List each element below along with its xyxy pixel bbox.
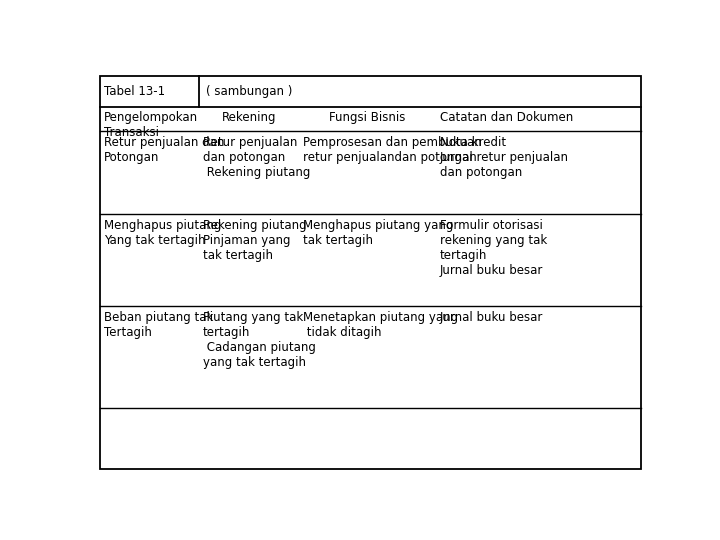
- Text: Pemprosesan dan pembukuan
retur penjualandan potongan: Pemprosesan dan pembukuan retur penjuala…: [303, 136, 482, 164]
- Text: Fungsi Bisnis: Fungsi Bisnis: [330, 111, 406, 124]
- Text: Menghapus piutang
Yang tak tertagih: Menghapus piutang Yang tak tertagih: [104, 219, 221, 247]
- Text: Rekening piutang
Pinjaman yang
tak tertagih: Rekening piutang Pinjaman yang tak terta…: [203, 219, 306, 262]
- Text: Piutang yang tak
tertagih
 Cadangan piutang
yang tak tertagih: Piutang yang tak tertagih Cadangan piuta…: [203, 311, 315, 369]
- Text: Menetapkan piutang yang
 tidak ditagih: Menetapkan piutang yang tidak ditagih: [303, 311, 459, 339]
- Text: ( sambungan ): ( sambungan ): [205, 85, 292, 98]
- Text: Rekening: Rekening: [222, 111, 276, 124]
- Text: Retur penjualan dan
Potongan: Retur penjualan dan Potongan: [104, 136, 225, 164]
- Text: Formulir otorisasi
rekening yang tak
tertagih
Jurnal buku besar: Formulir otorisasi rekening yang tak ter…: [440, 219, 547, 278]
- Text: Pengelompokan
Transaksi: Pengelompokan Transaksi: [104, 111, 198, 139]
- Text: Menghapus piutang yang
tak tertagih: Menghapus piutang yang tak tertagih: [303, 219, 454, 247]
- Text: Retur penjualan
dan potongan
 Rekening piutang: Retur penjualan dan potongan Rekening pi…: [203, 136, 310, 179]
- Text: Beban piutang tak
Tertagih: Beban piutang tak Tertagih: [104, 311, 213, 339]
- Text: Tabel 13-1: Tabel 13-1: [104, 85, 165, 98]
- Text: Nota kredit
Jurnal retur penjualan
dan potongan: Nota kredit Jurnal retur penjualan dan p…: [440, 136, 569, 179]
- Text: Jurnal buku besar: Jurnal buku besar: [440, 311, 544, 324]
- Text: Catatan dan Dokumen: Catatan dan Dokumen: [440, 111, 573, 124]
